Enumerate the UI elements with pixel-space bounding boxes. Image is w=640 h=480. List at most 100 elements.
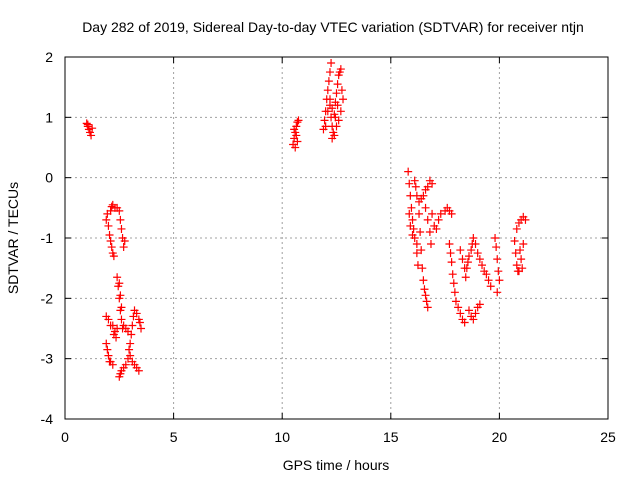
data-point	[425, 227, 434, 236]
data-point	[87, 131, 96, 140]
data-point	[486, 282, 495, 291]
data-point	[422, 297, 431, 306]
data-point	[456, 309, 465, 318]
data-point	[333, 80, 342, 89]
data-point	[105, 230, 114, 239]
data-point	[88, 124, 97, 133]
y-tick-label: -3	[41, 351, 54, 367]
data-point	[491, 234, 500, 242]
axis-ticks: 0 5 10 15 20 25 -4 -3 -2 -1 0 1 2	[41, 49, 616, 445]
data-point	[324, 77, 333, 86]
data-point	[473, 249, 482, 258]
data-point	[512, 224, 521, 233]
data-point	[416, 227, 425, 236]
data-point	[120, 237, 129, 246]
data-point	[321, 122, 330, 131]
data-point	[447, 258, 456, 267]
data-point	[448, 270, 457, 279]
data-point	[454, 303, 463, 312]
data-point	[106, 237, 115, 246]
data-point	[405, 209, 414, 218]
data-point	[460, 318, 469, 327]
data-point	[410, 176, 419, 185]
data-point	[510, 237, 519, 246]
data-point	[436, 209, 445, 218]
data-point	[323, 107, 332, 116]
data-point	[117, 303, 126, 312]
data-point	[134, 366, 143, 375]
data-point	[428, 209, 437, 218]
data-point	[293, 137, 302, 146]
x-tick-label: 15	[383, 429, 399, 445]
data-point	[467, 246, 476, 255]
data-point	[471, 309, 480, 318]
data-point	[413, 261, 422, 270]
data-point	[419, 191, 428, 200]
data-point	[482, 270, 491, 279]
x-tick-label: 10	[274, 429, 290, 445]
data-point	[106, 321, 115, 330]
data-point	[102, 339, 111, 348]
data-point	[104, 351, 113, 360]
data-point	[406, 221, 415, 230]
data-point	[458, 255, 467, 264]
data-point	[445, 240, 454, 249]
data-point	[331, 113, 340, 122]
y-axis-label: SDTVAR / TECUs	[5, 182, 21, 294]
data-point	[423, 303, 432, 312]
data-point	[464, 306, 473, 315]
chart-title: Day 282 of 2019, Sidereal Day-to-day VTE…	[82, 19, 584, 35]
data-point	[405, 179, 414, 188]
x-tick-label: 5	[170, 429, 178, 445]
plot-frame	[64, 56, 609, 420]
x-axis-label: GPS time / hours	[283, 457, 390, 473]
data-point	[450, 288, 459, 297]
data-point	[446, 249, 455, 258]
data-point	[419, 276, 428, 285]
data-point	[449, 279, 458, 288]
data-point	[516, 246, 525, 255]
data-point	[112, 333, 121, 342]
data-point	[336, 65, 345, 74]
data-point	[327, 59, 336, 68]
data-point	[421, 203, 430, 212]
data-point	[337, 86, 346, 95]
data-point	[116, 291, 125, 300]
y-tick-label: 2	[45, 49, 53, 65]
data-point	[102, 215, 111, 224]
data-point	[293, 118, 302, 127]
data-point	[411, 182, 420, 191]
data-point	[333, 101, 342, 110]
data-point	[410, 234, 419, 242]
data-point	[447, 209, 456, 218]
data-point	[493, 288, 502, 297]
data-point	[290, 125, 299, 134]
data-point	[332, 122, 341, 131]
y-tick-label: 0	[45, 170, 53, 186]
data-point	[113, 273, 122, 282]
data-point	[137, 324, 146, 333]
data-point	[404, 167, 413, 176]
data-point	[492, 243, 501, 252]
data-point	[511, 249, 520, 258]
grid-lines	[65, 57, 608, 419]
data-point	[514, 267, 523, 276]
data-point	[107, 243, 116, 252]
data-point	[493, 255, 502, 264]
data-point	[494, 267, 503, 276]
data-point	[323, 86, 332, 95]
data-point	[108, 360, 117, 369]
data-point	[512, 261, 521, 270]
data-point	[132, 309, 141, 318]
data-point	[423, 215, 432, 224]
data-point	[116, 215, 125, 224]
data-point	[104, 315, 113, 324]
data-point	[119, 243, 128, 252]
data-point	[428, 179, 437, 188]
data-point	[328, 134, 337, 143]
data-point	[83, 120, 92, 129]
x-tick-label: 25	[600, 429, 616, 445]
data-point	[325, 95, 334, 104]
data-point	[478, 261, 487, 270]
data-point	[135, 318, 144, 327]
